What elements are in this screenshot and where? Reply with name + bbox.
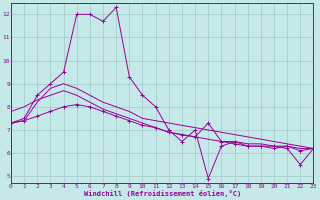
X-axis label: Windchill (Refroidissement éolien,°C): Windchill (Refroidissement éolien,°C): [84, 190, 241, 197]
